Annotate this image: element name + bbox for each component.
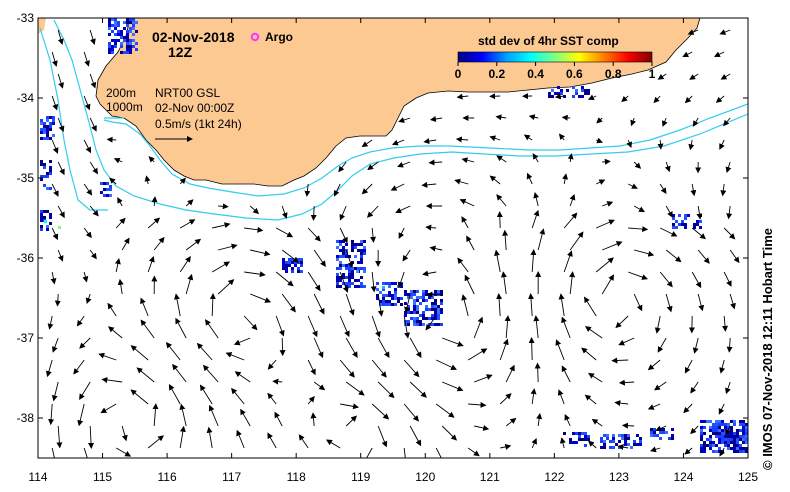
- colorbar-ticks: 0 0.2 0.4 0.6 0.8 1: [455, 62, 656, 81]
- x-tick-label: 116: [158, 470, 177, 484]
- argo-legend: Argo: [250, 30, 293, 44]
- land-island: [38, 18, 46, 34]
- colorbar-strip: [457, 51, 653, 63]
- x-tick-label: 114: [28, 470, 47, 484]
- x-tick-label: 121: [480, 470, 500, 484]
- map-hour: 12Z: [168, 44, 193, 60]
- vector-scale-label: 0.5m/s (1kt 24h): [155, 117, 242, 131]
- product-label: NRT00 GSL: [155, 86, 220, 100]
- y-tick-label: -33: [17, 11, 35, 25]
- argo-marker-icon: [250, 32, 260, 42]
- x-tick-label: 119: [351, 470, 370, 484]
- y-tick-label: -34: [17, 91, 35, 105]
- colorbar-tick-label: 0.8: [605, 67, 622, 81]
- isobath-label-1000m: 1000m: [106, 100, 143, 114]
- isobath-label-200m: 200m: [106, 86, 136, 100]
- colorbar-tick-label: 0.4: [527, 67, 544, 81]
- plot-frame: [37, 17, 749, 459]
- map-date: 02-Nov-2018: [152, 29, 235, 45]
- y-tick-label: -38: [17, 411, 35, 425]
- current-vectors: [45, 29, 740, 458]
- x-tick-label: 117: [222, 470, 241, 484]
- colorbar-tick-label: 1: [649, 67, 656, 81]
- colorbar-tick-label: 0: [455, 67, 462, 81]
- colorbar-title: std dev of 4hr SST comp: [478, 34, 619, 48]
- x-tick-label: 123: [609, 470, 629, 484]
- imos-credit: © IMOS 07-Nov-2018 12:11 Hobart Time: [760, 228, 775, 470]
- y-tick-label: -36: [17, 251, 35, 265]
- x-tick-label: 120: [415, 470, 435, 484]
- argo-label: Argo: [265, 30, 293, 44]
- isobath-1000m: [53, 19, 748, 221]
- y-tick-label: -37: [17, 331, 35, 345]
- x-tick-label: 122: [544, 470, 564, 484]
- colorbar-tick-label: 0.2: [488, 67, 505, 81]
- product-time: 02-Nov 00:00Z: [155, 101, 234, 115]
- colorbar: std dev of 4hr SST comp 0 0.2 0.4 0.6 0.8 1: [455, 34, 656, 81]
- colorbar-tick-label: 0.6: [566, 67, 583, 81]
- x-tick-label: 124: [673, 470, 693, 484]
- x-tick-label: 115: [93, 470, 112, 484]
- x-tick-label: 125: [738, 470, 758, 484]
- y-axis: -33 -34 -35 -36 -37 -38: [17, 11, 748, 425]
- x-axis: 114 115 116 117 118 119 120 121 122 123 124 125: [28, 18, 758, 484]
- x-tick-label: 118: [287, 470, 306, 484]
- y-tick-label: -35: [17, 171, 35, 185]
- isobath-coast-west: [39, 27, 108, 211]
- plot-area: [38, 18, 748, 458]
- isobath-200m: [103, 103, 748, 197]
